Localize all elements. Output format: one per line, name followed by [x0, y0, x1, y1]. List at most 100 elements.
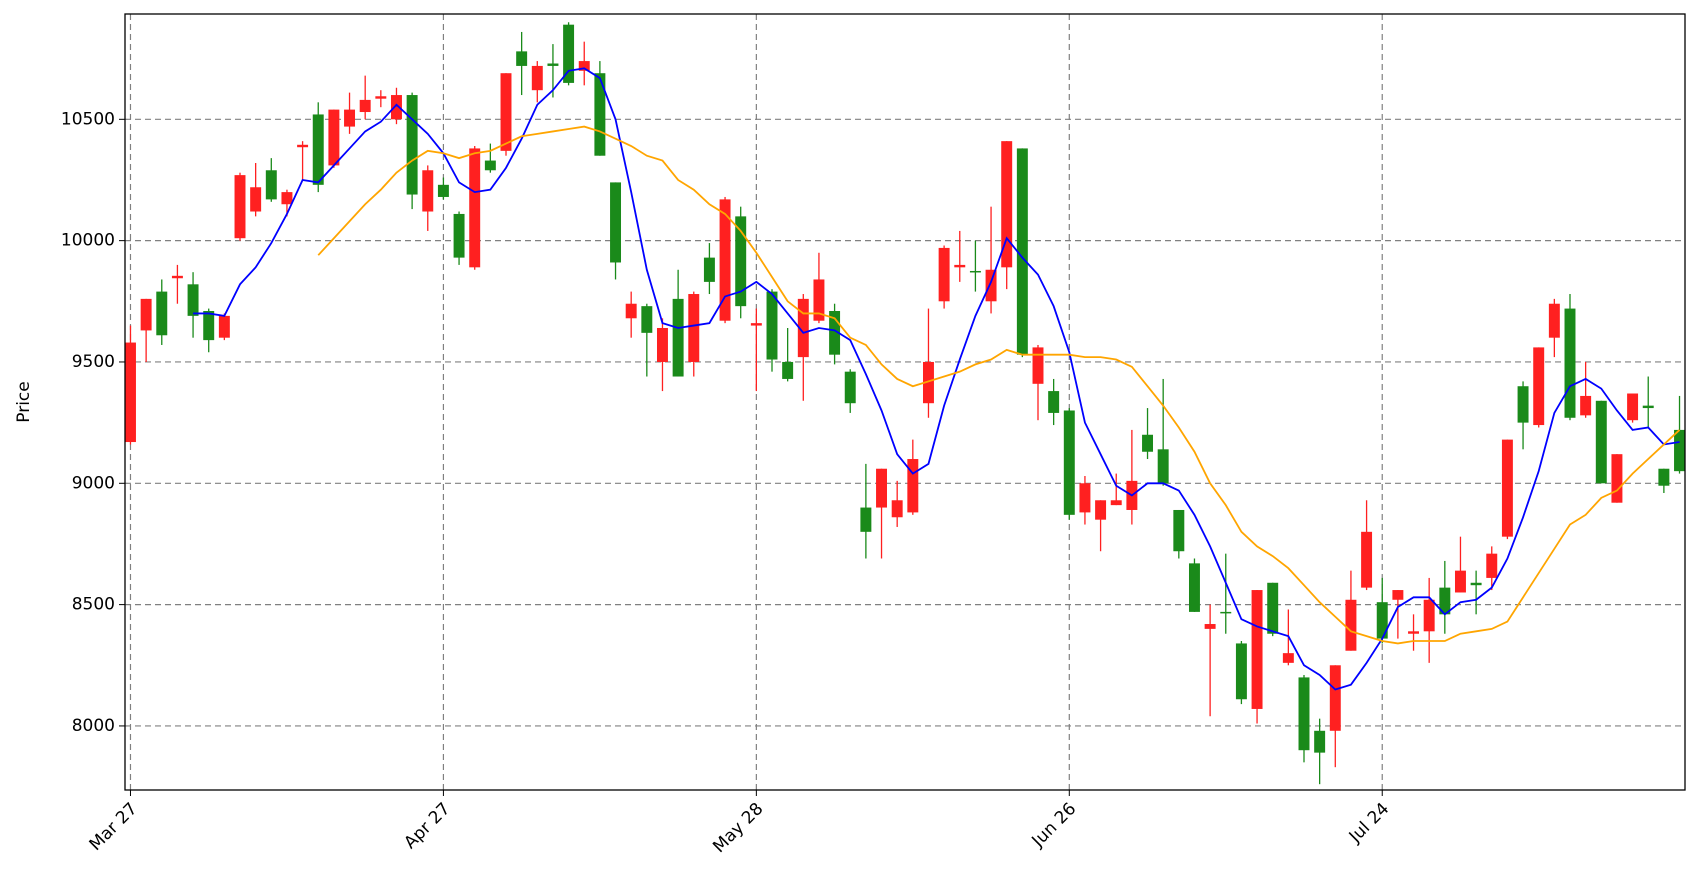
candle-body	[531, 65, 543, 91]
candle-body	[1392, 590, 1404, 600]
candle-body	[1329, 665, 1341, 731]
candle-body	[1079, 483, 1091, 513]
candle-body	[1032, 347, 1044, 384]
candle-body	[813, 279, 825, 321]
candle-body	[500, 73, 512, 151]
candle-body	[578, 61, 590, 71]
candle-body	[1142, 434, 1154, 452]
candle-body	[1454, 570, 1466, 593]
candle-body	[1298, 677, 1310, 751]
candle-body	[610, 182, 622, 263]
candle-body	[1439, 587, 1451, 615]
candle-body	[484, 160, 496, 171]
candle-body	[1658, 468, 1670, 486]
candle-body	[344, 109, 356, 127]
candle-body	[390, 95, 402, 120]
candle-body	[703, 257, 715, 282]
x-tick-label: Mar 27	[86, 799, 142, 855]
moving-average-line	[317, 125, 1681, 645]
candle-body	[1188, 563, 1200, 612]
candle-body	[406, 95, 418, 195]
candle-body	[1517, 386, 1529, 423]
candle-body	[1095, 500, 1107, 520]
candle-body	[797, 298, 809, 358]
candle-body	[469, 148, 481, 268]
candle-body	[203, 311, 215, 341]
candle-body	[907, 459, 919, 513]
candle-body	[891, 500, 903, 518]
candle-body	[1251, 590, 1263, 709]
candle-body	[516, 51, 528, 66]
candle-body	[1157, 449, 1169, 484]
candle-body	[218, 315, 230, 338]
plot-frame	[124, 13, 1686, 791]
x-tick-label: May 28	[709, 799, 767, 857]
moving-average-line	[193, 67, 1680, 691]
candle-body	[1674, 429, 1685, 472]
candle-body	[1204, 624, 1216, 629]
y-tick-label: 8000	[72, 716, 115, 736]
candle-body	[1548, 303, 1560, 338]
candle-body	[437, 184, 449, 197]
candle-body	[719, 199, 731, 321]
candle-body	[844, 371, 856, 404]
candle-body	[281, 192, 293, 205]
candle-body	[234, 175, 246, 239]
y-tick-label: 9000	[72, 473, 115, 493]
x-tick-label: Apr 27	[400, 799, 454, 853]
candle-body	[1016, 148, 1028, 355]
candle-body	[1110, 500, 1122, 506]
candle-body	[359, 99, 371, 113]
candle-body	[688, 294, 700, 362]
candle-body	[1533, 347, 1545, 426]
candle-body	[922, 361, 934, 404]
candle-body	[750, 323, 762, 326]
y-tick-label: 8500	[72, 595, 115, 615]
candle-body	[829, 311, 841, 355]
y-tick-label: 9500	[72, 352, 115, 372]
candle-body	[171, 275, 183, 279]
candle-body	[1470, 582, 1482, 586]
candle-body	[250, 187, 262, 212]
candle-body	[1501, 439, 1513, 537]
candle-body	[1580, 395, 1592, 416]
candle-body	[1267, 582, 1279, 634]
candle-body	[656, 327, 668, 362]
candle-body	[1564, 308, 1576, 418]
candle-body	[1423, 599, 1435, 632]
candle-body	[954, 264, 966, 268]
candle-body	[187, 284, 199, 316]
candle-body	[1486, 553, 1498, 578]
candle-body	[985, 269, 997, 302]
candle-body	[1235, 643, 1247, 700]
candle-body	[876, 468, 888, 508]
candle-body	[1220, 611, 1232, 614]
candle-body	[1282, 653, 1294, 663]
candle-body	[265, 170, 277, 200]
x-tick-label: Jul 24	[1345, 799, 1393, 847]
candle-body	[766, 291, 778, 360]
candle-body	[672, 298, 684, 377]
candle-body	[1642, 405, 1654, 409]
candle-body	[1595, 400, 1607, 484]
candle-body	[1345, 599, 1357, 651]
candle-body	[140, 298, 152, 331]
candle-body	[1173, 509, 1185, 552]
candle-body	[782, 361, 794, 379]
candle-body	[547, 63, 559, 66]
candle-body	[312, 114, 324, 185]
candle-body	[328, 109, 340, 166]
candle-body	[625, 303, 637, 319]
candle-body	[156, 291, 168, 336]
candle-body	[1408, 631, 1420, 634]
candle-body	[641, 306, 653, 333]
y-tick-label: 10000	[61, 231, 115, 251]
candle-body	[1048, 391, 1060, 413]
candle-body	[297, 144, 309, 148]
y-tick-label: 10500	[61, 109, 115, 129]
candle-body	[938, 247, 950, 302]
candle-body	[375, 96, 387, 99]
candle-body	[1361, 531, 1373, 588]
candle-body	[1063, 410, 1075, 515]
